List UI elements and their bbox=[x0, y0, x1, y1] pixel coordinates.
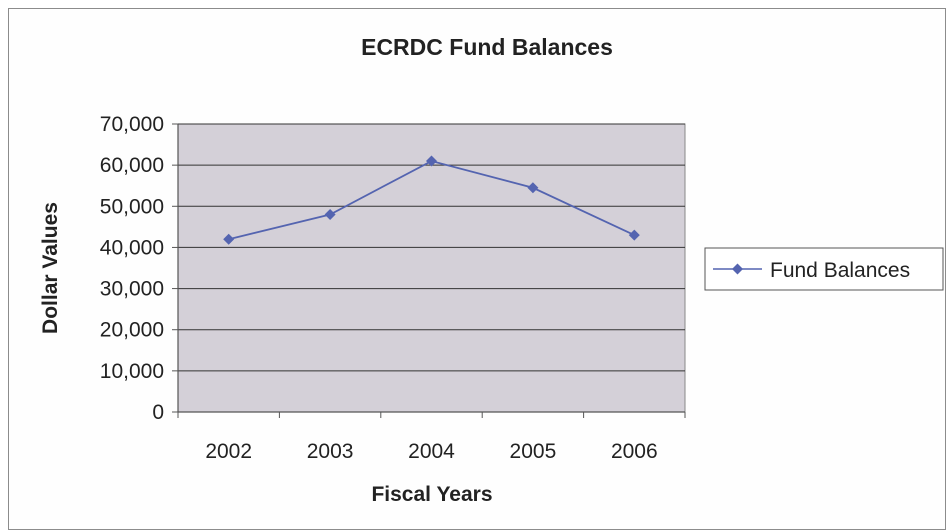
legend-label: Fund Balances bbox=[770, 259, 910, 282]
y-tick-label: 60,000 bbox=[100, 154, 164, 177]
x-axis-title: Fiscal Years bbox=[371, 483, 492, 506]
data-point-marker bbox=[324, 209, 336, 221]
legend: Fund Balances bbox=[704, 247, 944, 291]
y-tick-label: 70,000 bbox=[100, 113, 164, 136]
y-tick-label: 0 bbox=[152, 401, 164, 424]
series-fund-balances bbox=[223, 155, 640, 245]
x-tick-label: 2002 bbox=[205, 440, 252, 463]
x-tick-label: 2003 bbox=[307, 440, 354, 463]
data-point-marker bbox=[223, 233, 235, 245]
y-tick-label: 50,000 bbox=[100, 195, 164, 218]
x-tick-label: 2005 bbox=[510, 440, 557, 463]
x-tick-label: 2004 bbox=[408, 440, 455, 463]
x-tick-label: 2006 bbox=[611, 440, 658, 463]
y-tick-label: 20,000 bbox=[100, 319, 164, 342]
y-axis-title: Dollar Values bbox=[39, 202, 62, 334]
x-axis-ticks: 2002 2003 2004 2005 2006 bbox=[177, 412, 686, 463]
plot-area bbox=[177, 123, 686, 413]
data-point-marker bbox=[628, 229, 640, 241]
y-tick-label: 30,000 bbox=[100, 278, 164, 301]
legend-diamond-marker bbox=[732, 263, 743, 275]
y-axis-ticks: 0 10,000 20,000 30,000 40,000 50,000 60,000 70,… bbox=[100, 113, 178, 424]
data-point-marker bbox=[426, 155, 437, 167]
chart-title: ECRDC Fund Balances bbox=[361, 34, 613, 60]
data-point-marker bbox=[527, 182, 539, 194]
y-tick-label: 10,000 bbox=[100, 360, 164, 383]
y-tick-label: 40,000 bbox=[100, 236, 164, 259]
